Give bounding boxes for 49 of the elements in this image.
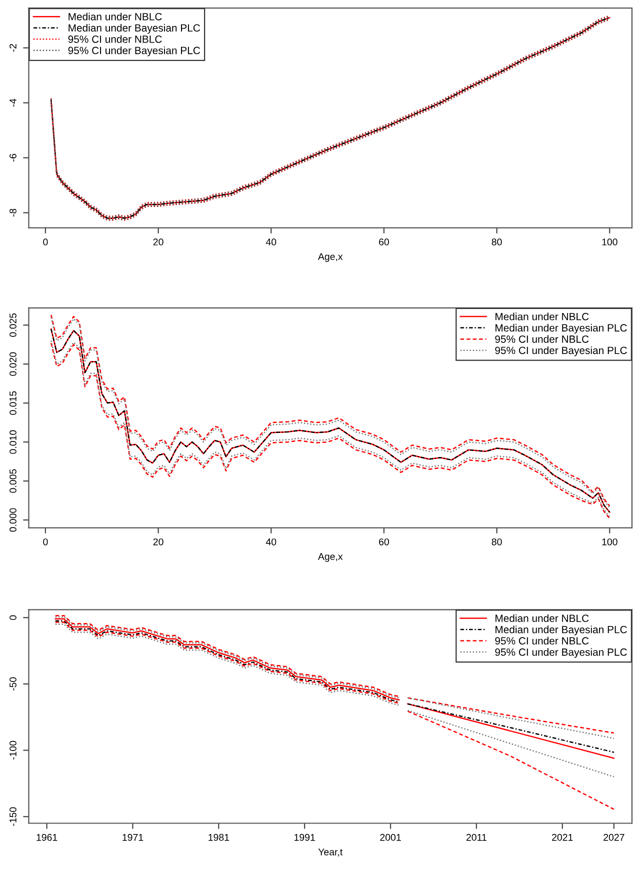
x-tick-label: 60 [379,538,389,546]
legend-label: 95% CI under Bayesian PLC [495,346,627,356]
y-tick-label: -150 [10,807,16,826]
x-tick-label: 40 [266,538,276,546]
x-tick-label: 40 [266,238,276,246]
legend-label: Median under NBLC [496,614,589,622]
x-tick-label: 2011 [466,834,486,841]
x-tick-label: 80 [492,238,502,246]
legend-label: Median under Bayesian PLC [68,24,200,34]
legend-label: Median under Bayesian PLC [496,626,627,636]
x-tick-label: 100 [602,238,618,246]
y-tick-label: 0 [10,615,16,620]
x-tick-label: 2021 [552,834,573,841]
y-tick-label: -50 [10,677,16,691]
x-tick-label: 0 [43,538,48,546]
x-tick-label: 1961 [36,834,58,841]
x-tick-label: 0 [43,238,48,246]
x-axis-title: Age,x [318,553,343,562]
y-tick-label: -100 [10,740,16,760]
legend-label: Median under NBLC [68,12,162,20]
x-tick-label: 100 [602,538,618,546]
legend-label: 95% CI under Bayesian PLC [495,648,627,658]
x-axis-title: Year,t [318,848,343,857]
y-tick-label: -4 [10,98,16,107]
x-tick-label: 1971 [122,834,144,841]
legend-label: 95% CI under NBLC [495,636,589,645]
x-tick-label: 2001 [380,834,401,841]
y-tick-label: -2 [10,44,16,52]
x-tick-label: 1981 [208,834,229,841]
x-tick-label: 20 [153,538,164,546]
y-tick-label: 0.005 [10,469,16,493]
x-tick-label: 60 [379,238,389,246]
y-tick-label: 0.025 [10,313,16,337]
x-axis-title: Age,x [318,253,343,262]
y-tick-label: -6 [10,154,16,162]
y-tick-label: 0.015 [10,391,16,415]
x-tick-label: 1991 [294,834,315,841]
y-tick-label: -8 [10,208,16,217]
x-tick-label: 80 [492,538,502,546]
y-tick-label: 0.010 [10,430,16,454]
legend-label: Median under Bayesian PLC [496,324,627,334]
legend-label: 95% CI under NBLC [495,335,589,343]
legend-label: Median under NBLC [496,312,589,320]
legend-label: 95% CI under NBLC [68,35,162,43]
x-tick-label: 20 [153,238,164,246]
y-tick-label: 0.000 [10,508,16,532]
x-tick-label: 2027 [604,834,624,841]
y-tick-label: 0.020 [10,352,16,376]
legend-label: 95% CI under Bayesian PLC [68,46,200,56]
